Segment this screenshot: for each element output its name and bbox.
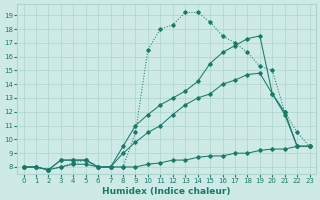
X-axis label: Humidex (Indice chaleur): Humidex (Indice chaleur) xyxy=(102,187,231,196)
